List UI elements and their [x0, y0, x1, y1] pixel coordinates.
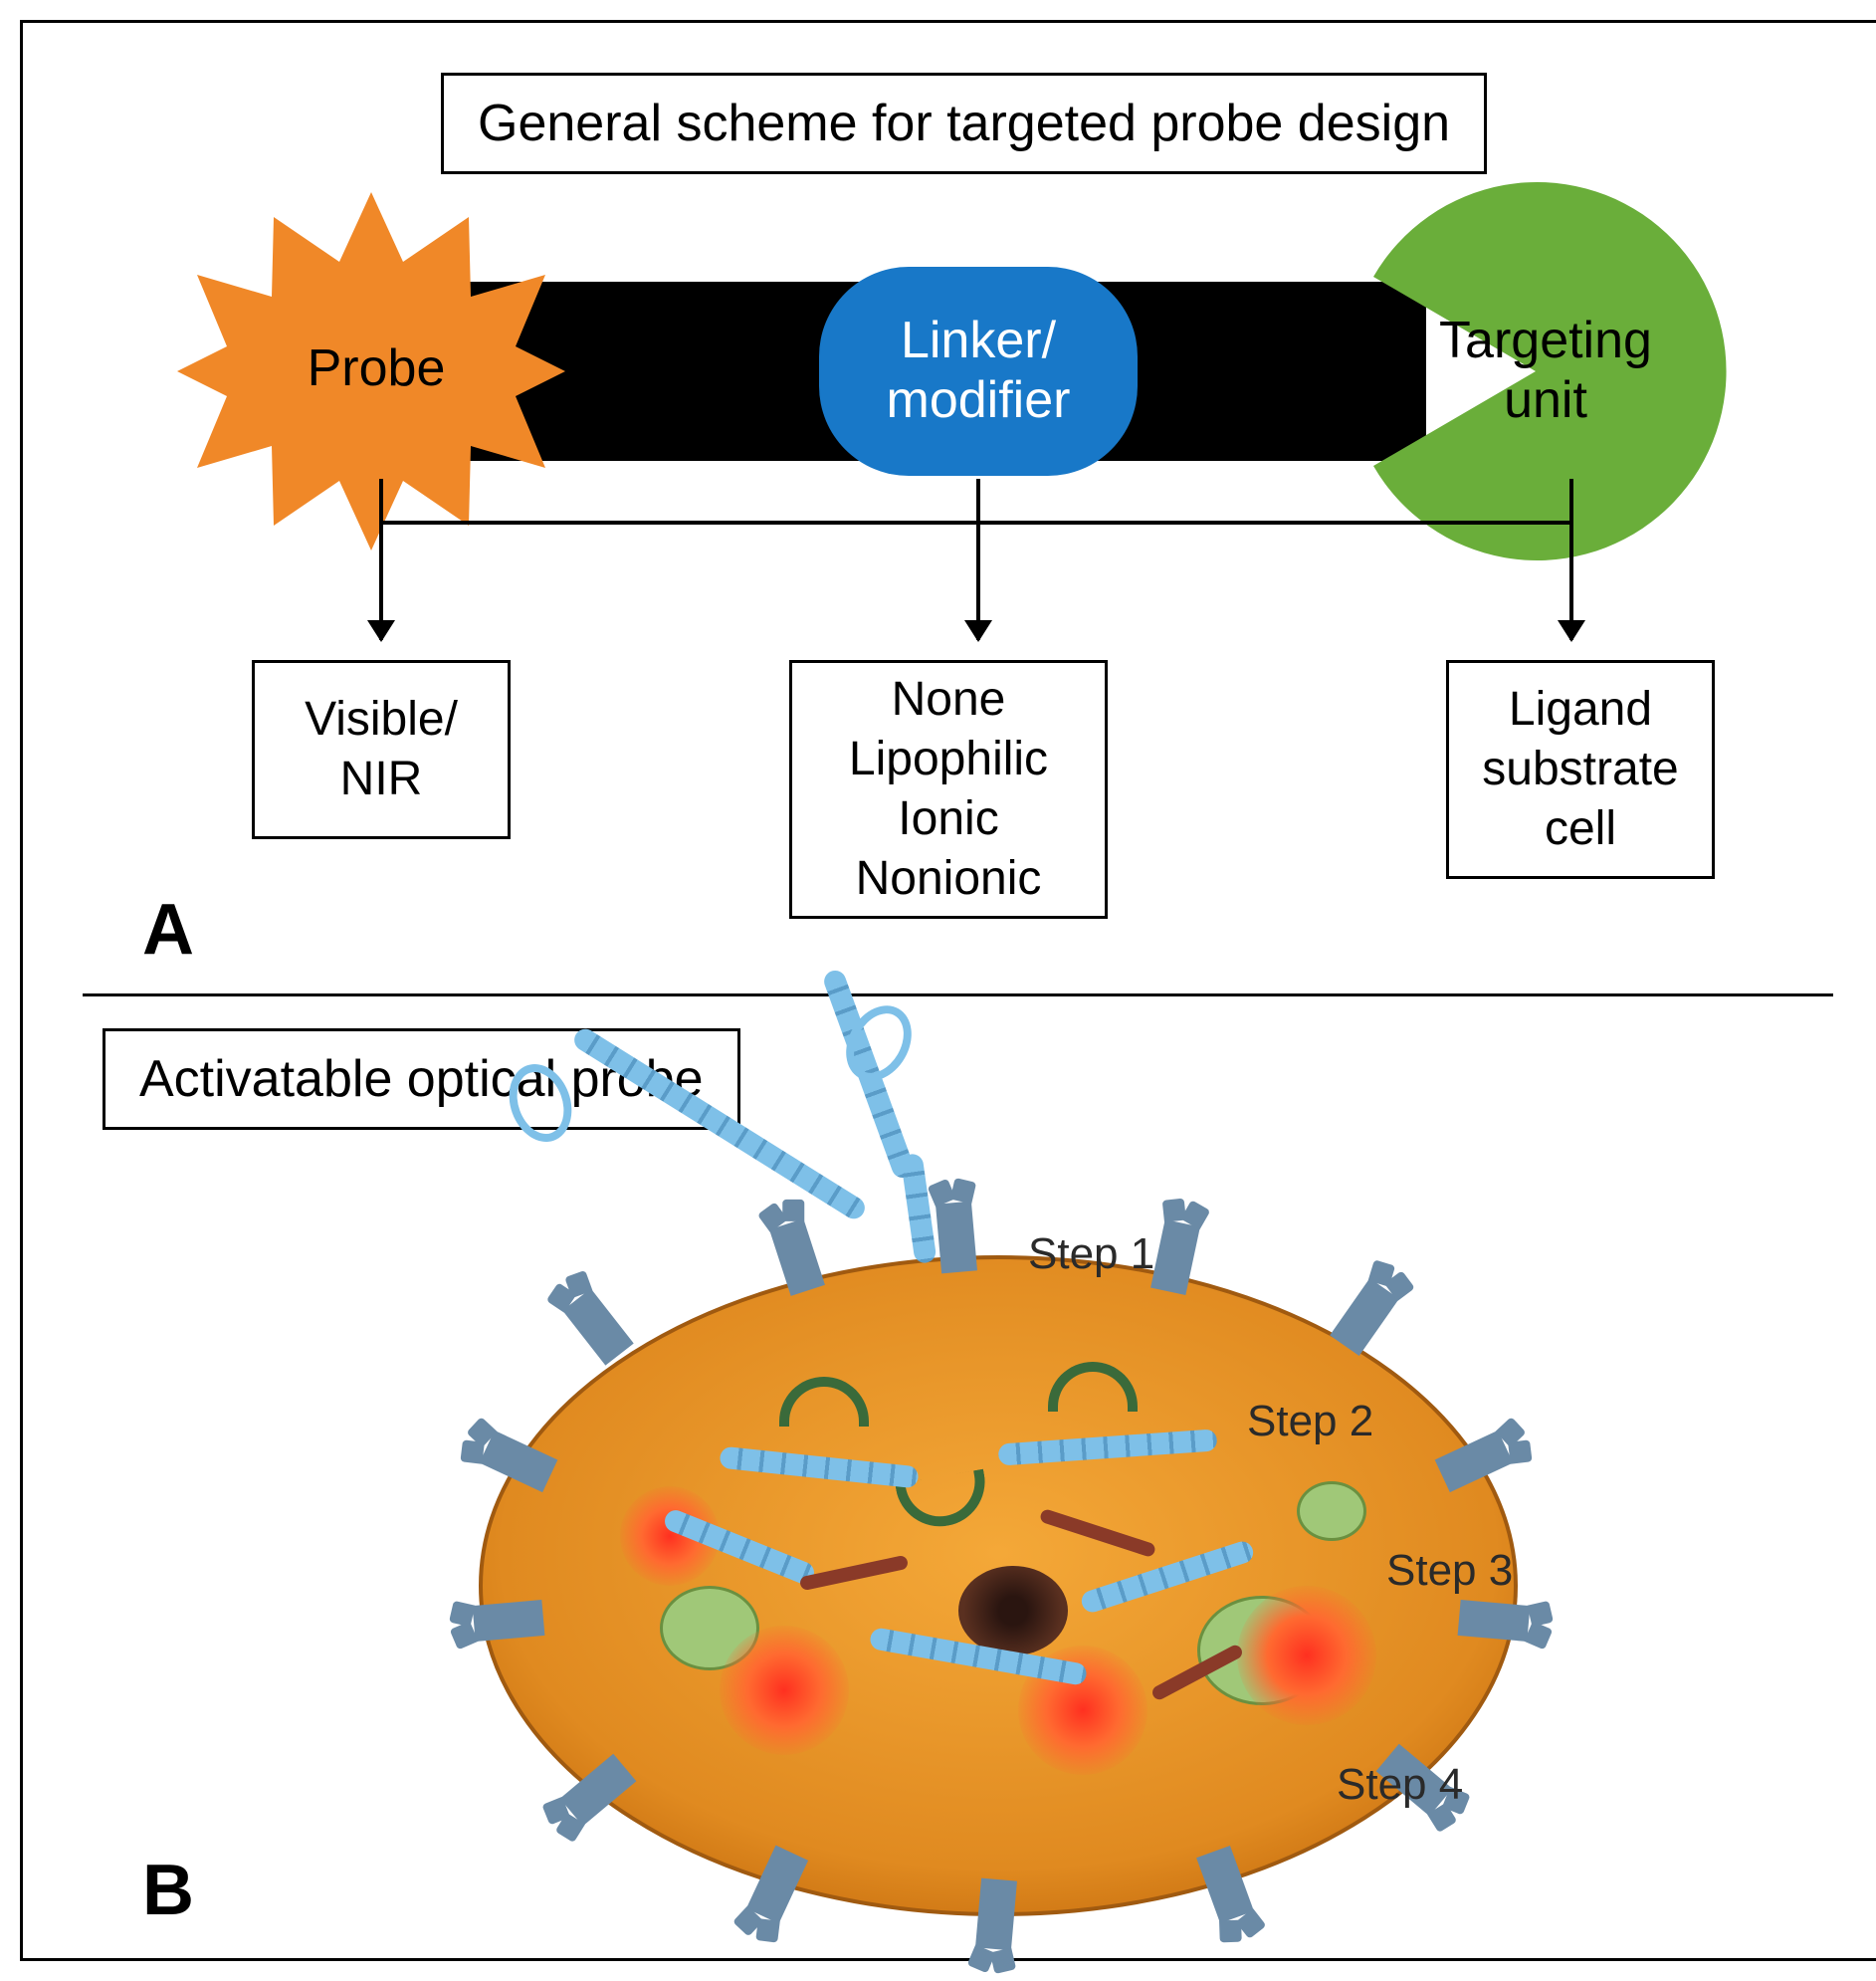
arrow-target	[1569, 521, 1573, 640]
linker-label: Linker/ modifier	[839, 312, 1118, 431]
linker-types-l3: Ionic	[898, 792, 998, 845]
v-stub-left	[379, 479, 383, 525]
vesicle	[1297, 1481, 1366, 1541]
linker-types-l4: Nonionic	[856, 852, 1042, 905]
receptor	[975, 1878, 1017, 1951]
targeting-label-line1: Targeting	[1439, 312, 1652, 369]
targeting-label: Targeting unit	[1416, 312, 1675, 431]
step-4-text: Step 4	[1337, 1760, 1463, 1809]
panel-b-label: B	[142, 1850, 194, 1931]
v-stub-right	[1569, 479, 1573, 525]
probe-label: Probe	[297, 339, 456, 399]
target-types-text: Ligand substrate cell	[1482, 680, 1678, 859]
target-types-l2: substrate	[1482, 743, 1678, 795]
panel-divider	[83, 993, 1833, 996]
targeting-label-line2: unit	[1504, 371, 1587, 429]
step-1-label: Step 1	[1028, 1229, 1154, 1279]
probe-types-l1: Visible/	[305, 693, 458, 746]
linker-types-l1: None	[892, 673, 1006, 726]
panel-a-label-text: A	[142, 890, 194, 970]
target-types-l1: Ligand	[1509, 683, 1652, 736]
arrow-probe	[379, 521, 383, 640]
panel-a-title: General scheme for targeted probe design	[441, 73, 1487, 174]
target-types-l3: cell	[1545, 802, 1616, 855]
step-3-label: Step 3	[1386, 1546, 1513, 1596]
probe-types-text: Visible/ NIR	[305, 690, 458, 809]
probe-label-text: Probe	[308, 339, 446, 397]
probe-types-l2: NIR	[340, 753, 423, 805]
glow-spot	[1237, 1586, 1376, 1725]
target-types-box: Ligand substrate cell	[1446, 660, 1715, 879]
panel-a-title-text: General scheme for targeted probe design	[478, 95, 1450, 152]
glow-spot	[720, 1626, 849, 1755]
step-4-label: Step 4	[1337, 1760, 1463, 1810]
step-2-text: Step 2	[1247, 1397, 1373, 1445]
nucleus	[958, 1566, 1068, 1655]
receptor	[936, 1202, 977, 1274]
linker-label-line1: Linker/	[901, 312, 1056, 369]
step-2-label: Step 2	[1247, 1397, 1373, 1446]
linker-types-text: None Lipophilic Ionic Nonionic	[849, 670, 1048, 909]
step-1-text: Step 1	[1028, 1229, 1154, 1278]
step-3-text: Step 3	[1386, 1546, 1513, 1595]
figure-frame: General scheme for targeted probe design…	[20, 20, 1876, 1961]
linker-types-l2: Lipophilic	[849, 733, 1048, 785]
receptor	[473, 1600, 545, 1642]
panel-a: General scheme for targeted probe design…	[23, 23, 1876, 989]
v-stub-mid	[976, 479, 980, 525]
linker-types-box: None Lipophilic Ionic Nonionic	[789, 660, 1108, 919]
panel-a-label: A	[142, 889, 194, 971]
panel-b: Activatable optical probe	[23, 1008, 1876, 1964]
linker-label-line2: modifier	[887, 371, 1071, 429]
receptor	[1458, 1600, 1531, 1642]
panel-b-label-text: B	[142, 1851, 194, 1930]
probe-types-box: Visible/ NIR	[252, 660, 511, 839]
arrow-linker	[976, 521, 980, 640]
